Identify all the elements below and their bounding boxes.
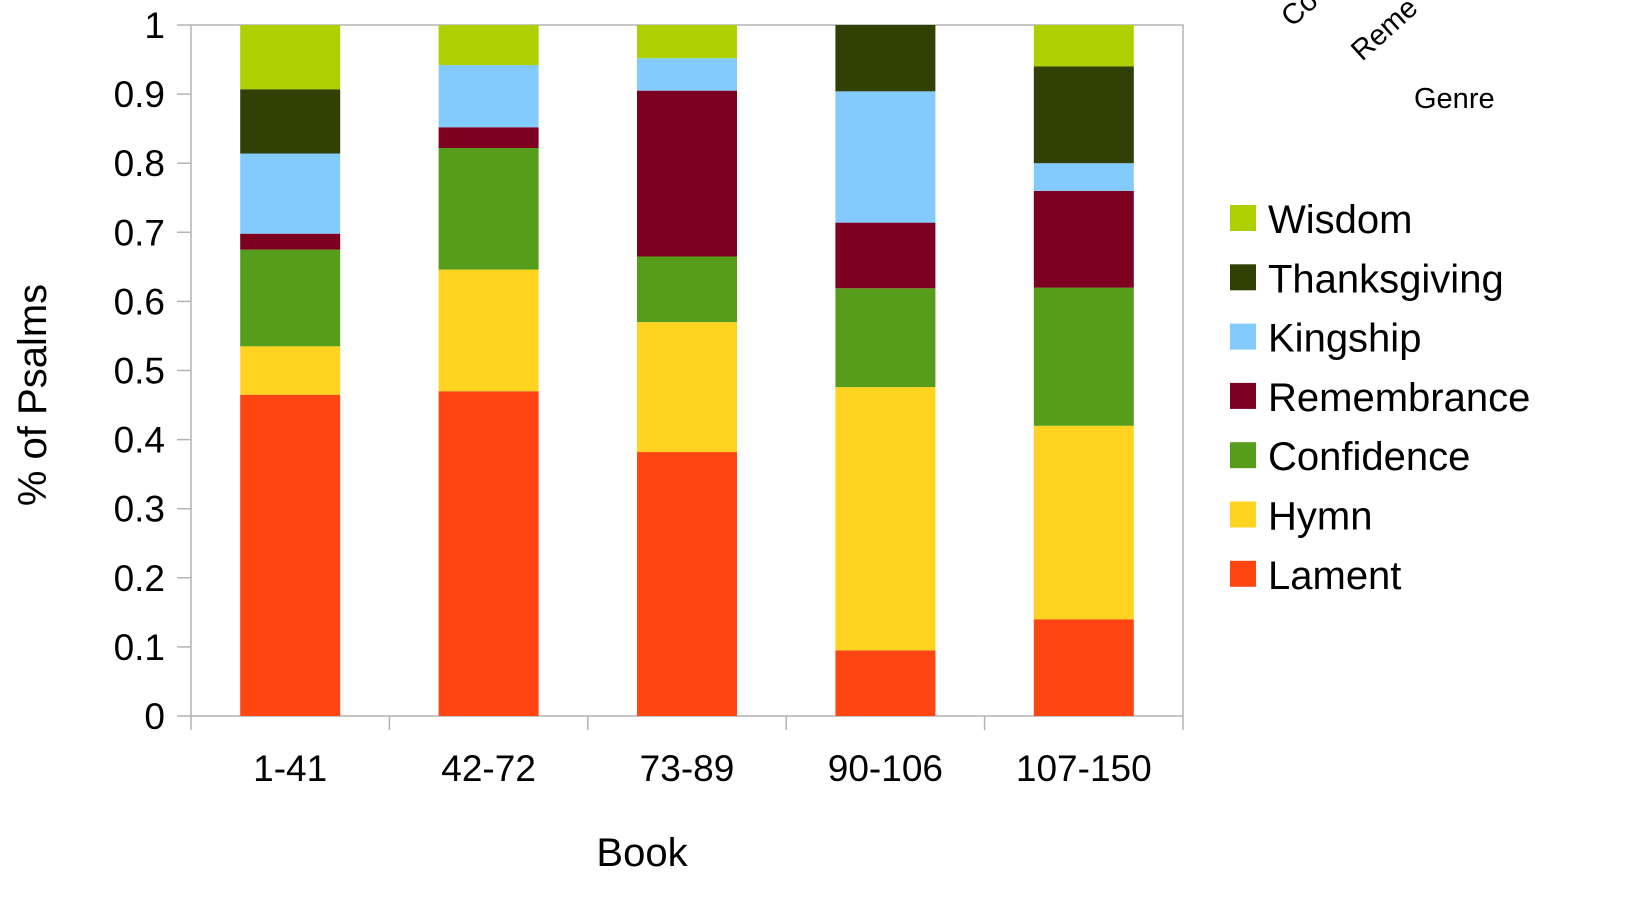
bar-segment-thanksgiving (240, 89, 341, 154)
bar-segment-kingship (835, 91, 936, 223)
bar-stack-1-41 (240, 25, 341, 716)
x-tick-label: 42-72 (441, 748, 536, 789)
corner-label-co: Co (1275, 0, 1324, 33)
bar-segment-confidence (438, 147, 539, 270)
bar-segment-kingship (240, 153, 341, 234)
y-tick-label: 1 (144, 5, 165, 46)
legend-swatch-thanksgiving (1230, 264, 1256, 291)
legend-title: Genre (1414, 83, 1495, 115)
cropped-corner-labels: Co Reme (1275, 0, 1424, 67)
bar-segment-lament (438, 391, 539, 716)
bar-segment-hymn (637, 322, 737, 453)
bar-segment-hymn (835, 387, 936, 651)
legend-label-remembrance: Remembrance (1268, 376, 1530, 420)
y-tick-label: 0.9 (114, 74, 165, 115)
y-tick-label: 0.5 (114, 351, 165, 392)
legend-label-thanksgiving: Thanksgiving (1268, 257, 1504, 301)
bar-stack-90-106 (835, 25, 936, 716)
legend-swatch-kingship (1230, 323, 1256, 350)
legend-swatch-wisdom (1230, 205, 1256, 231)
legend-label-hymn: Hymn (1268, 495, 1372, 539)
bar-segment-confidence (637, 256, 737, 323)
legend-swatch-confidence (1230, 442, 1256, 469)
y-tick-label: 0.8 (114, 143, 165, 184)
bar-segment-hymn (1033, 425, 1134, 620)
bar-segment-thanksgiving (835, 25, 936, 92)
x-tick-label: 107-150 (1016, 748, 1152, 789)
bar-segment-confidence (1033, 287, 1134, 426)
bar-segment-remembrance (1033, 190, 1134, 288)
bar-segment-kingship (637, 58, 737, 91)
plot-area: 0 0.1 0.2 0.3 0.4 0.5 0.6 0.7 0.8 0.9 1 1-41 42-72 7… (114, 5, 1184, 789)
bar-segment-lament (835, 650, 936, 716)
bar-segment-hymn (438, 269, 539, 392)
legend-label-confidence: Confidence (1268, 435, 1470, 479)
legend-swatch-hymn (1230, 501, 1256, 528)
bar-segment-remembrance (835, 222, 936, 289)
y-tick-label: 0.3 (114, 489, 165, 530)
legend-swatch-remembrance (1230, 382, 1256, 409)
legend-label-wisdom: Wisdom (1268, 198, 1412, 242)
y-tick-label: 0 (144, 696, 165, 737)
bar-segment-remembrance (438, 127, 539, 148)
legend-label-kingship: Kingship (1268, 317, 1421, 361)
bar-segment-confidence (240, 249, 341, 347)
bar-segment-kingship (438, 65, 539, 128)
bars-layer (240, 25, 1134, 716)
bar-segment-wisdom (1033, 25, 1134, 67)
bar-segment-lament (637, 452, 737, 716)
bar-segment-wisdom (438, 25, 539, 66)
bar-stack-73-89 (637, 25, 737, 716)
x-axis: 1-41 42-72 73-89 90-106 107-150 (190, 716, 1184, 789)
bar-segment-remembrance (637, 90, 737, 257)
bar-segment-lament (240, 394, 341, 716)
x-tick-label: 90-106 (828, 748, 943, 789)
bar-segment-wisdom (240, 25, 341, 90)
bar-segment-remembrance (240, 233, 341, 250)
x-tick-label: 1-41 (253, 748, 327, 789)
bar-segment-lament (1033, 619, 1134, 716)
y-axis: 0 0.1 0.2 0.3 0.4 0.5 0.6 0.7 0.8 0.9 1 (114, 5, 191, 737)
y-tick-label: 0.6 (114, 281, 165, 322)
legend-label-lament: Lament (1268, 554, 1401, 598)
legend-swatch-lament (1230, 560, 1256, 587)
y-tick-label: 0.2 (114, 558, 165, 599)
y-tick-label: 0.4 (114, 420, 165, 461)
y-tick-label: 0.7 (114, 212, 165, 253)
bar-stack-42-72 (438, 25, 539, 716)
bar-segment-confidence (835, 288, 936, 388)
y-axis-title: % of Psalms (11, 284, 55, 506)
x-axis-title: Book (596, 831, 688, 875)
bar-stack-107-150 (1033, 25, 1134, 716)
corner-label-reme: Reme (1345, 0, 1424, 67)
y-tick-label: 0.1 (114, 627, 165, 668)
bar-segment-hymn (240, 346, 341, 395)
legend: Wisdom Thanksgiving Kingship Remembrance Con… (1230, 198, 1530, 598)
bar-segment-wisdom (637, 25, 737, 59)
x-tick-label: 73-89 (640, 748, 735, 789)
bar-segment-kingship (1033, 163, 1134, 191)
bar-segment-thanksgiving (1033, 66, 1134, 164)
